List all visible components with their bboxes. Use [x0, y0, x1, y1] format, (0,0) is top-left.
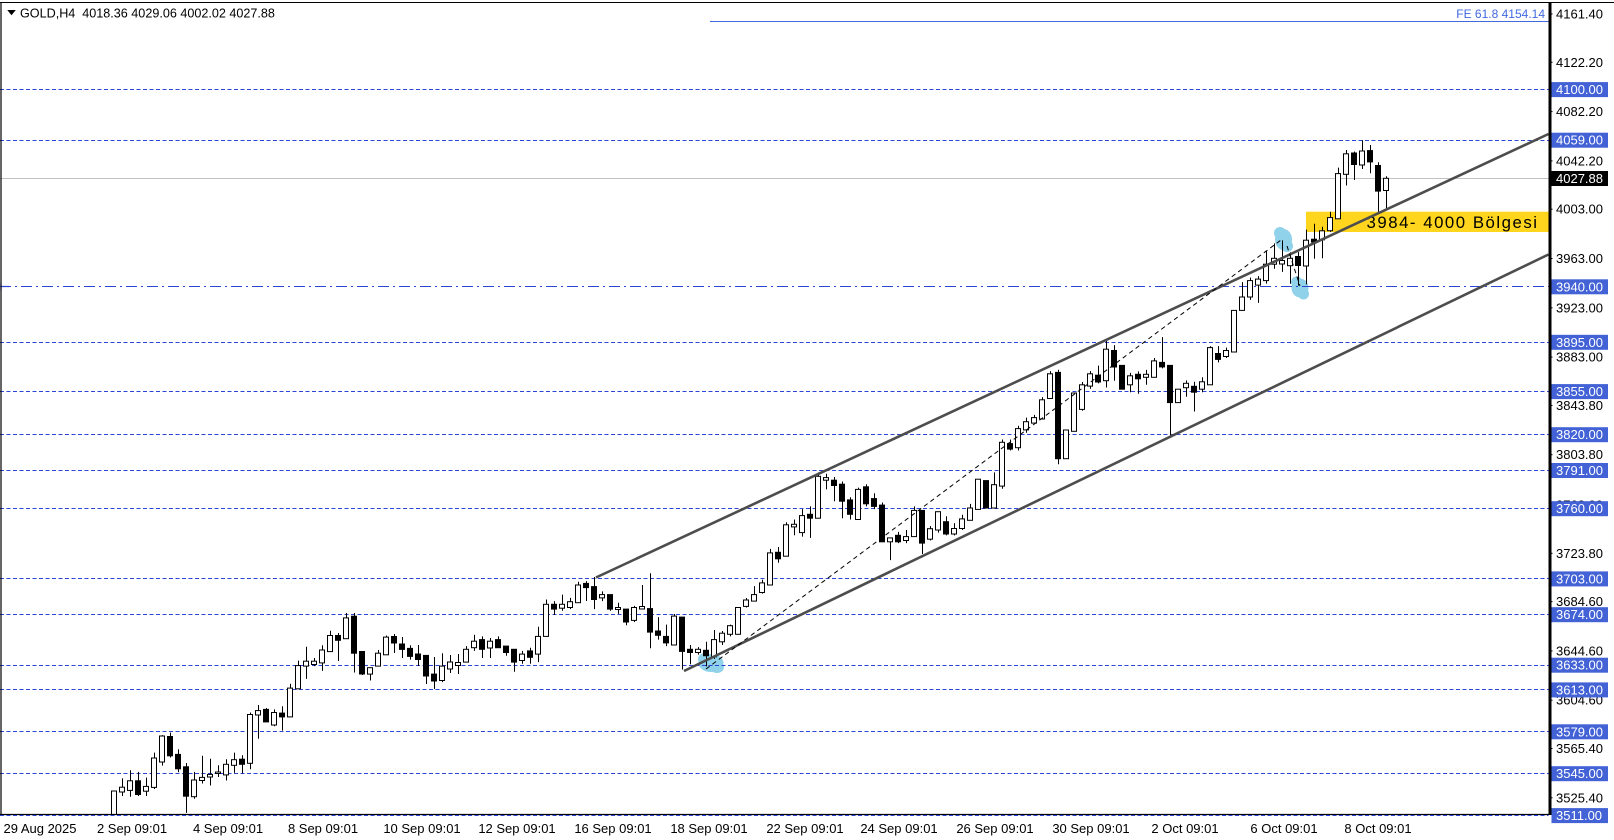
svg-text:GOLD,H4 4018.36 4029.06 4002.: GOLD,H4 4018.36 4029.06 4002.02 4027.88 — [20, 7, 275, 21]
svg-text:3565.40: 3565.40 — [1556, 741, 1603, 756]
svg-text:3644.60: 3644.60 — [1556, 643, 1603, 658]
svg-text:3883.00: 3883.00 — [1556, 350, 1603, 365]
svg-text:3525.40: 3525.40 — [1556, 790, 1603, 805]
svg-text:3703.00: 3703.00 — [1556, 571, 1603, 586]
svg-text:3895.00: 3895.00 — [1556, 335, 1603, 350]
svg-text:3923.00: 3923.00 — [1556, 300, 1603, 315]
svg-text:4161.40: 4161.40 — [1556, 7, 1603, 22]
svg-text:3613.00: 3613.00 — [1556, 682, 1603, 697]
svg-text:3511.00: 3511.00 — [1556, 808, 1602, 823]
svg-text:3803.80: 3803.80 — [1556, 447, 1603, 462]
svg-text:3674.00: 3674.00 — [1556, 607, 1603, 622]
svg-text:4042.20: 4042.20 — [1556, 153, 1603, 168]
svg-text:FE 61.8 4154.14: FE 61.8 4154.14 — [1456, 7, 1545, 21]
svg-text:30 Sep 09:01: 30 Sep 09:01 — [1052, 821, 1129, 836]
svg-text:3760.00: 3760.00 — [1556, 501, 1603, 516]
svg-text:22 Sep 09:01: 22 Sep 09:01 — [766, 821, 843, 836]
svg-text:10 Sep 09:01: 10 Sep 09:01 — [383, 821, 460, 836]
svg-text:4027.88: 4027.88 — [1556, 171, 1603, 186]
svg-text:3684.60: 3684.60 — [1556, 594, 1603, 609]
svg-text:3940.00: 3940.00 — [1556, 279, 1603, 294]
svg-text:4122.20: 4122.20 — [1556, 55, 1603, 70]
svg-text:4 Sep 09:01: 4 Sep 09:01 — [193, 821, 263, 836]
svg-text:3579.00: 3579.00 — [1556, 724, 1603, 739]
svg-text:3791.00: 3791.00 — [1556, 463, 1603, 478]
svg-text:3963.00: 3963.00 — [1556, 251, 1603, 266]
svg-text:4059.00: 4059.00 — [1556, 133, 1603, 148]
svg-text:3843.80: 3843.80 — [1556, 398, 1603, 413]
svg-text:4003.00: 4003.00 — [1556, 202, 1603, 217]
svg-text:24 Sep 09:01: 24 Sep 09:01 — [860, 821, 937, 836]
svg-text:12 Sep 09:01: 12 Sep 09:01 — [478, 821, 555, 836]
svg-text:3545.00: 3545.00 — [1556, 766, 1603, 781]
svg-text:8 Oct 09:01: 8 Oct 09:01 — [1344, 821, 1411, 836]
svg-text:4082.20: 4082.20 — [1556, 104, 1603, 119]
svg-text:29 Aug 2025: 29 Aug 2025 — [3, 821, 76, 836]
svg-text:2 Sep 09:01: 2 Sep 09:01 — [97, 821, 167, 836]
svg-text:3855.00: 3855.00 — [1556, 384, 1603, 399]
svg-text:26 Sep 09:01: 26 Sep 09:01 — [956, 821, 1033, 836]
svg-text:4100.00: 4100.00 — [1556, 82, 1603, 97]
svg-text:16 Sep 09:01: 16 Sep 09:01 — [574, 821, 651, 836]
svg-text:3820.00: 3820.00 — [1556, 427, 1603, 442]
svg-text:18 Sep 09:01: 18 Sep 09:01 — [670, 821, 747, 836]
svg-text:3723.80: 3723.80 — [1556, 546, 1603, 561]
svg-text:6 Oct 09:01: 6 Oct 09:01 — [1250, 821, 1317, 836]
svg-text:8 Sep 09:01: 8 Sep 09:01 — [288, 821, 358, 836]
svg-text:2 Oct 09:01: 2 Oct 09:01 — [1151, 821, 1218, 836]
svg-text:3984- 4000 Bölgesi: 3984- 4000 Bölgesi — [1367, 213, 1538, 232]
svg-text:3633.00: 3633.00 — [1556, 658, 1603, 673]
